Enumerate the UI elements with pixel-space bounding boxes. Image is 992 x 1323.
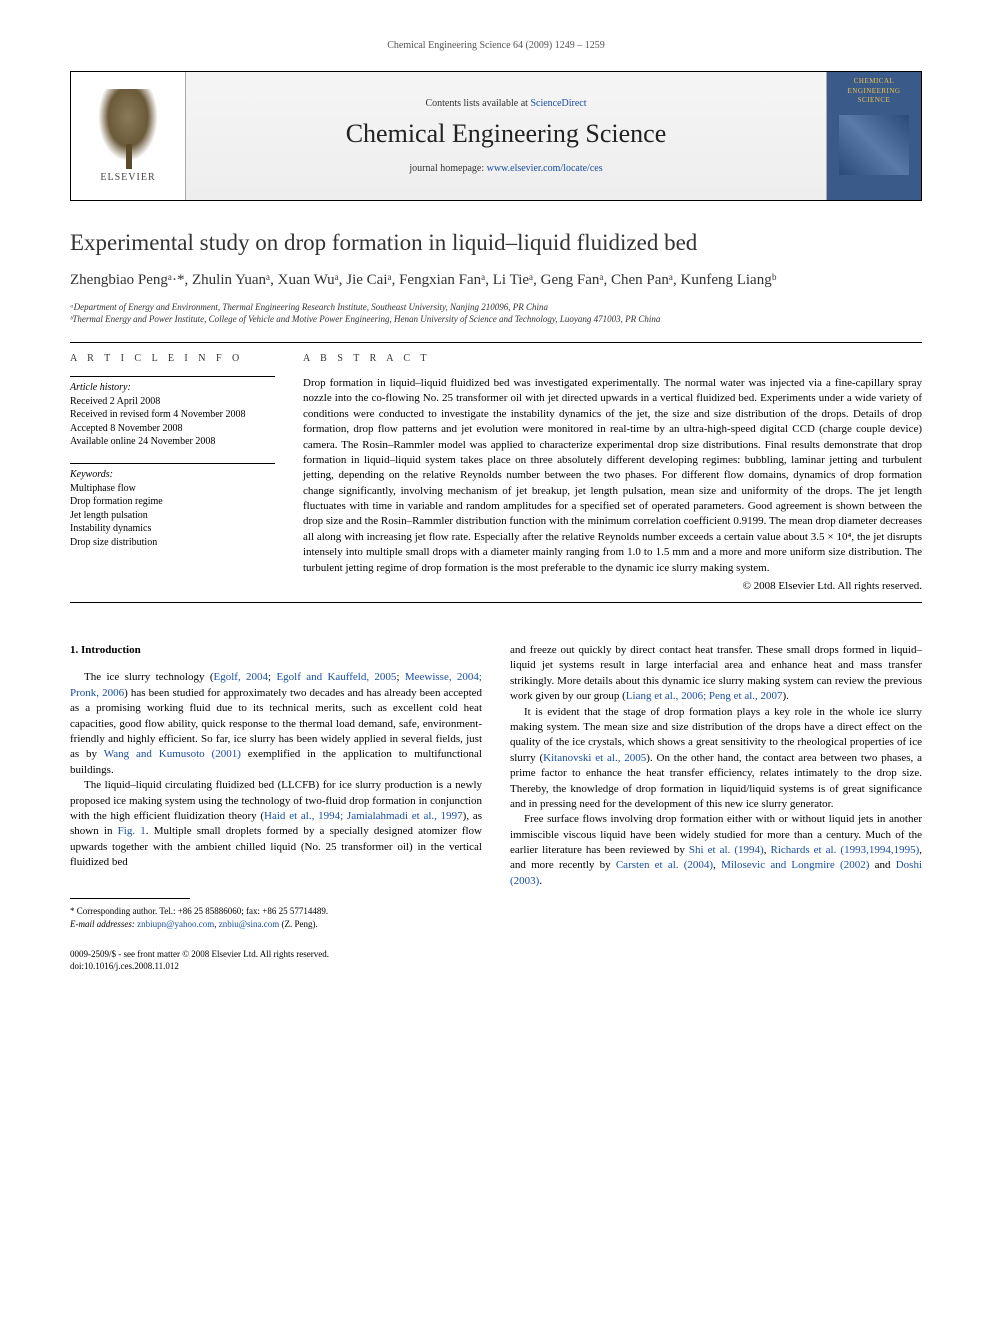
journal-banner: ELSEVIER Contents lists available at Sci… xyxy=(70,71,922,201)
history-label: Article history: xyxy=(70,382,275,393)
citation-link[interactable]: Haid et al., 1994; Jamialahmadi et al., … xyxy=(264,810,463,822)
running-header: Chemical Engineering Science 64 (2009) 1… xyxy=(70,40,922,51)
publisher-label: ELSEVIER xyxy=(100,172,155,183)
keyword: Jet length pulsation xyxy=(70,509,275,523)
para-text: ; xyxy=(396,671,404,683)
citation-link[interactable]: Carsten et al. (2004) xyxy=(616,859,713,871)
keywords-block: Keywords: Multiphase flow Drop formation… xyxy=(70,463,275,550)
metadata-abstract-row: A R T I C L E I N F O Article history: R… xyxy=(70,353,922,592)
citation-link[interactable]: Wang and Kumusoto (2001) xyxy=(104,748,241,760)
para-text: , xyxy=(764,844,771,856)
cover-title-line-a: CHEMICAL xyxy=(854,78,895,86)
para-text: ). xyxy=(783,690,789,702)
citation-link[interactable]: Egolf, 2004 xyxy=(214,671,269,683)
publisher-logo-box: ELSEVIER xyxy=(71,72,186,200)
sciencedirect-link[interactable]: ScienceDirect xyxy=(530,98,586,109)
keyword: Instability dynamics xyxy=(70,522,275,536)
history-line: Received 2 April 2008 xyxy=(70,395,275,409)
body-paragraph: Free surface flows involving drop format… xyxy=(510,812,922,889)
history-line: Available online 24 November 2008 xyxy=(70,435,275,449)
cover-title-line-b: ENGINEERING xyxy=(848,88,901,96)
affiliation-b: ᵇThermal Energy and Power Institute, Col… xyxy=(70,313,922,326)
article-history: Article history: Received 2 April 2008 R… xyxy=(70,376,275,449)
front-matter-line: 0009-2509/$ - see front matter © 2008 El… xyxy=(70,948,482,960)
body-paragraph: The liquid–liquid circulating fluidized … xyxy=(70,778,482,870)
body-column-right: and freeze out quickly by direct contact… xyxy=(510,643,922,972)
homepage-prefix: journal homepage: xyxy=(409,163,486,174)
body-paragraph: It is evident that the stage of drop for… xyxy=(510,705,922,813)
abstract-column: A B S T R A C T Drop formation in liquid… xyxy=(303,353,922,592)
section-heading: 1. Introduction xyxy=(70,643,482,658)
article-title: Experimental study on drop formation in … xyxy=(70,229,922,258)
email-label: E-mail addresses: xyxy=(70,919,137,929)
journal-homepage-link[interactable]: www.elsevier.com/locate/ces xyxy=(487,163,603,174)
email-link[interactable]: znbiupn@yahoo.com xyxy=(137,919,214,929)
corresponding-footnote: * Corresponding author. Tel.: +86 25 858… xyxy=(70,905,482,917)
email-footnote: E-mail addresses: znbiupn@yahoo.com, znb… xyxy=(70,918,482,930)
contents-line: Contents lists available at ScienceDirec… xyxy=(425,98,586,109)
history-line: Accepted 8 November 2008 xyxy=(70,422,275,436)
homepage-line: journal homepage: www.elsevier.com/locat… xyxy=(409,163,602,174)
banner-center: Contents lists available at ScienceDirec… xyxy=(186,72,826,200)
citation-link[interactable]: Egolf and Kauffeld, 2005 xyxy=(276,671,396,683)
citation-link[interactable]: Shi et al. (1994) xyxy=(689,844,764,856)
doi-line: doi:10.1016/j.ces.2008.11.012 xyxy=(70,960,482,972)
para-text: The ice slurry technology ( xyxy=(84,671,214,683)
affiliations: ᵃDepartment of Energy and Environment, T… xyxy=(70,301,922,326)
authors-line: Zhengbiao Pengᵃ·*, Zhulin Yuanᵃ, Xuan Wu… xyxy=(70,270,922,291)
para-text: (Z. Peng). xyxy=(279,919,318,929)
keywords-label: Keywords: xyxy=(70,469,275,480)
history-line: Received in revised form 4 November 2008 xyxy=(70,408,275,422)
figure-link[interactable]: Fig. 1 xyxy=(118,825,146,837)
body-columns: 1. Introduction The ice slurry technolog… xyxy=(70,643,922,972)
keyword: Drop formation regime xyxy=(70,495,275,509)
affiliation-a: ᵃDepartment of Energy and Environment, T… xyxy=(70,301,922,314)
citation-link[interactable]: Kitanovski et al., 2005 xyxy=(543,752,646,764)
para-text: and xyxy=(869,859,895,871)
page-footer: 0009-2509/$ - see front matter © 2008 El… xyxy=(70,948,482,972)
body-column-left: 1. Introduction The ice slurry technolog… xyxy=(70,643,482,972)
citation-link[interactable]: Richards et al. (1993,1994,1995) xyxy=(771,844,920,856)
metadata-column: A R T I C L E I N F O Article history: R… xyxy=(70,353,275,592)
email-link[interactable]: znbiu@sina.com xyxy=(219,919,280,929)
keyword: Drop size distribution xyxy=(70,536,275,550)
footnote-separator xyxy=(70,898,190,899)
abstract-heading: A B S T R A C T xyxy=(303,353,922,364)
cover-title-line-c: SCIENCE xyxy=(858,97,891,105)
journal-cover-thumb: CHEMICAL ENGINEERING SCIENCE xyxy=(826,72,921,200)
elsevier-tree-icon xyxy=(93,89,163,169)
para-text: , xyxy=(713,859,721,871)
cover-image-icon xyxy=(839,115,909,175)
abstract-copyright: © 2008 Elsevier Ltd. All rights reserved… xyxy=(303,580,922,592)
divider xyxy=(70,342,922,343)
abstract-text: Drop formation in liquid–liquid fluidize… xyxy=(303,376,922,576)
article-info-heading: A R T I C L E I N F O xyxy=(70,353,275,364)
journal-name: Chemical Engineering Science xyxy=(346,119,667,149)
body-paragraph: and freeze out quickly by direct contact… xyxy=(510,643,922,705)
contents-prefix: Contents lists available at xyxy=(425,98,530,109)
para-text: . xyxy=(539,875,542,887)
citation-link[interactable]: Milosevic and Longmire (2002) xyxy=(721,859,869,871)
keyword: Multiphase flow xyxy=(70,482,275,496)
citation-link[interactable]: Liang et al., 2006; Peng et al., 2007 xyxy=(626,690,783,702)
body-paragraph: The ice slurry technology (Egolf, 2004; … xyxy=(70,670,482,778)
divider xyxy=(70,602,922,603)
